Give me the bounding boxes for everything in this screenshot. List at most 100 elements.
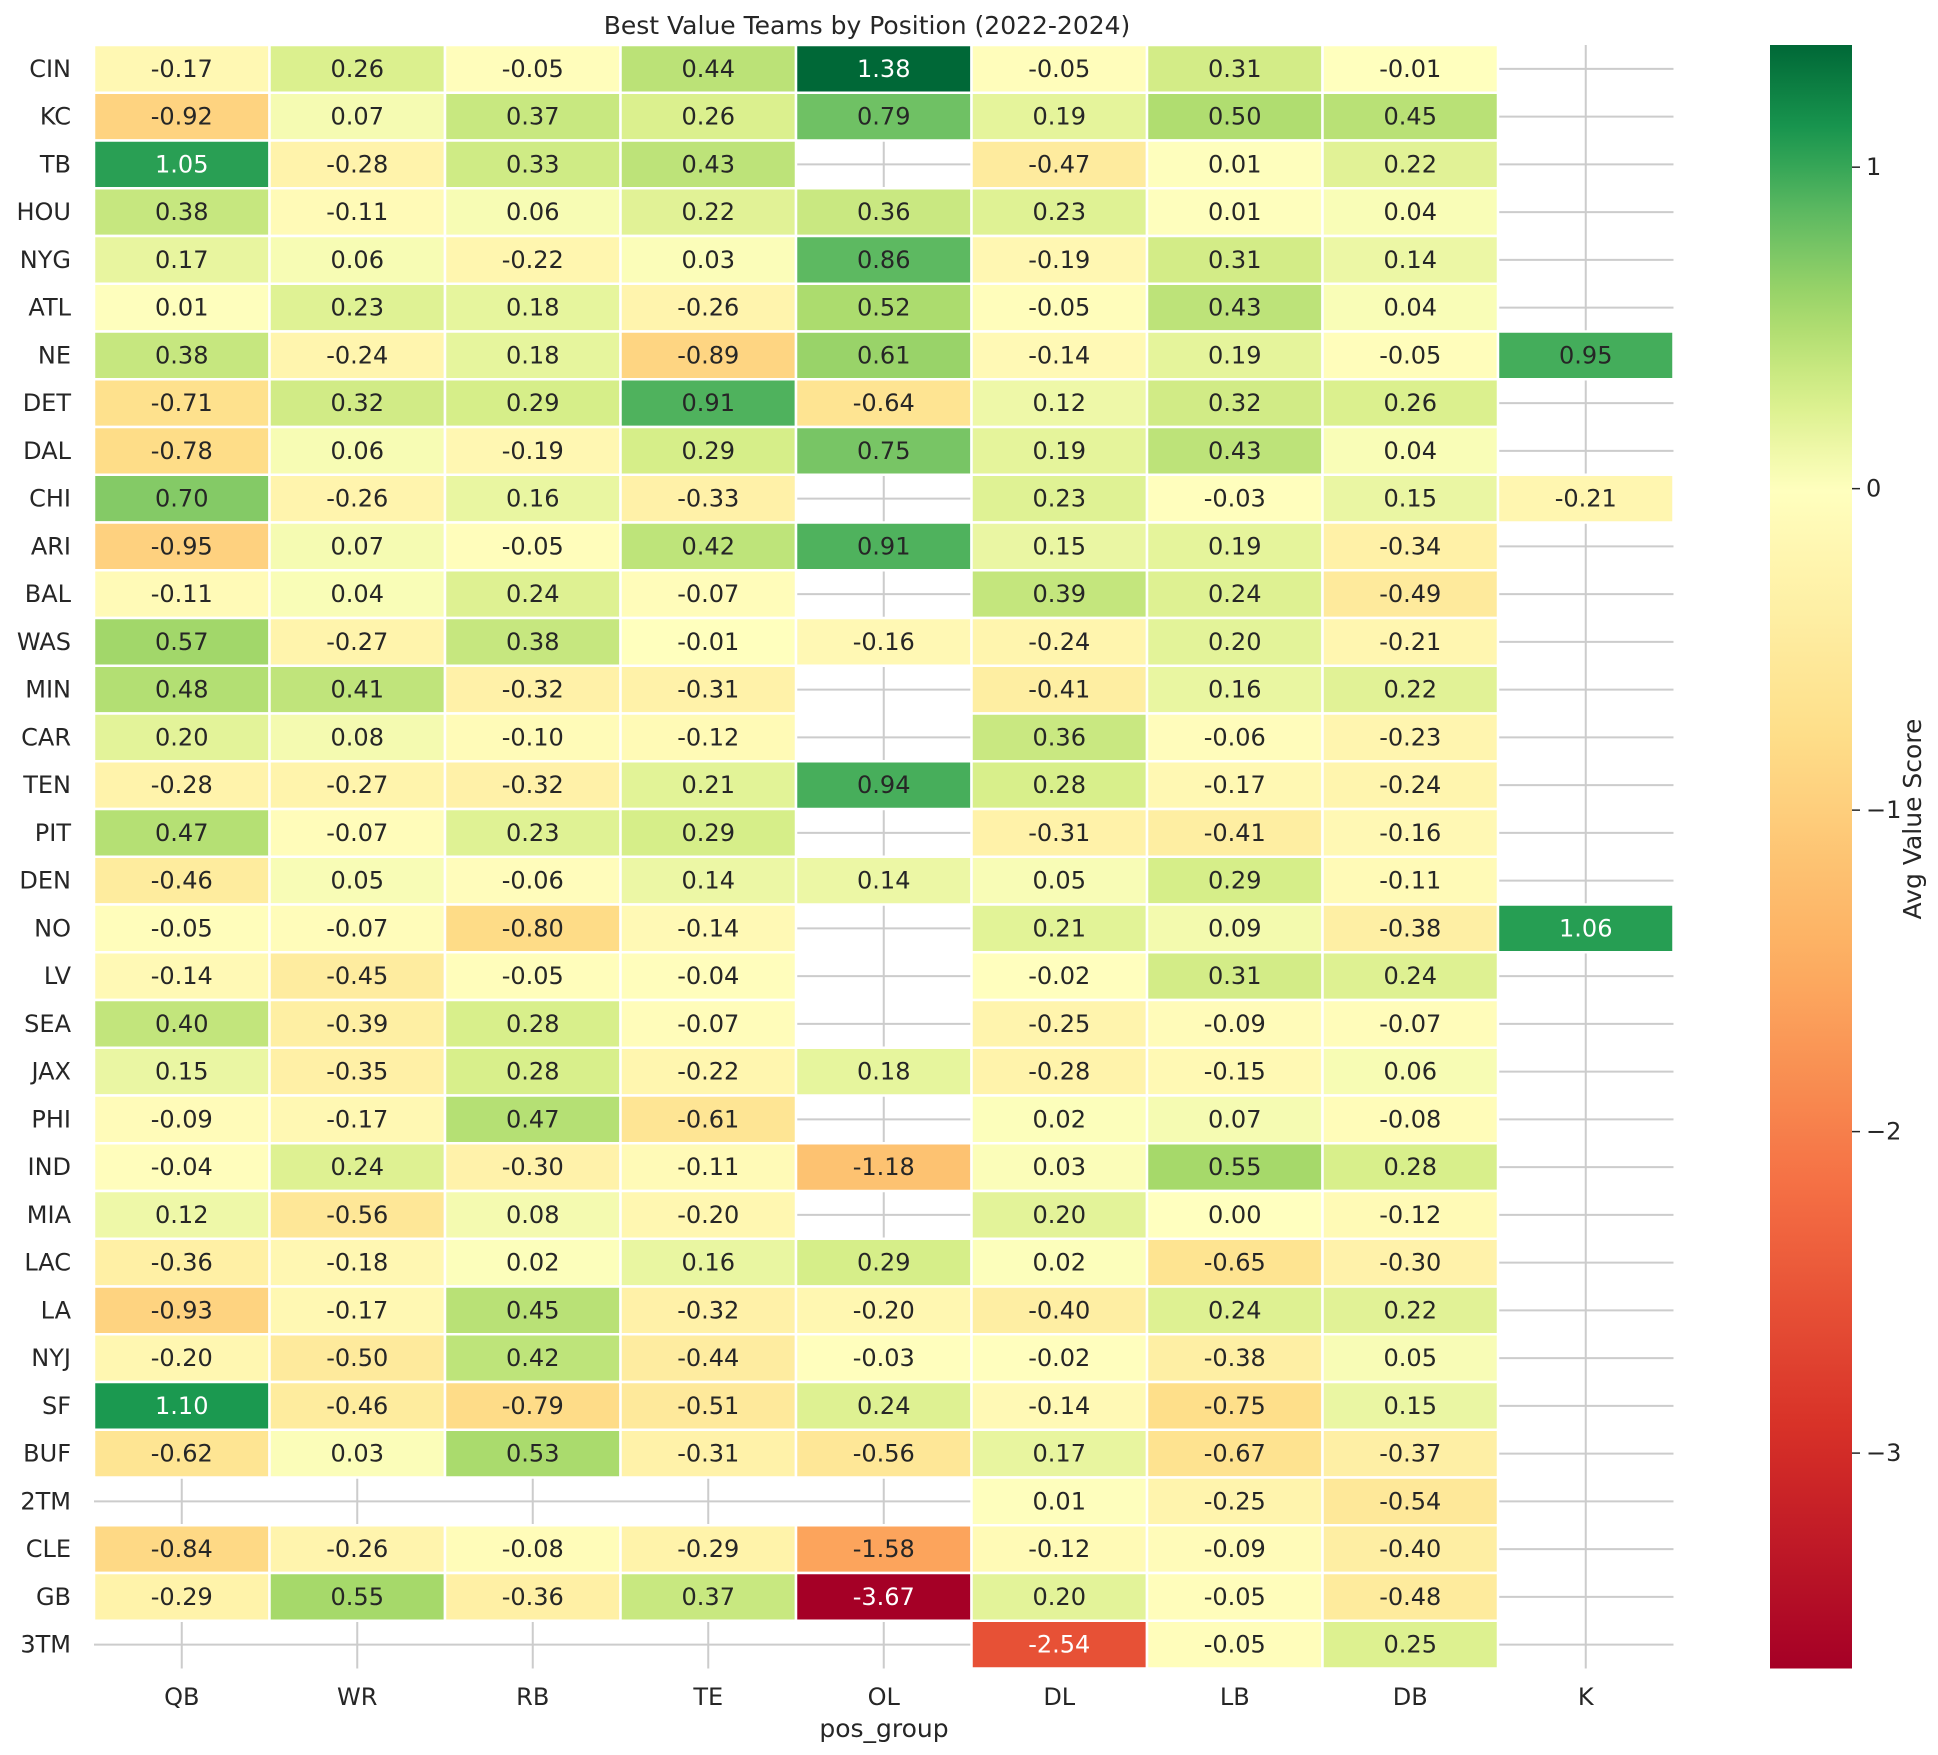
cell-value-label: -1.18 xyxy=(853,1153,915,1181)
cell-value-label: 0.15 xyxy=(1033,532,1086,560)
cell-value-label: 0.55 xyxy=(331,1583,384,1611)
heatmap-cell xyxy=(619,855,798,906)
cell-value-label: -0.71 xyxy=(151,389,213,417)
heatmap-cell xyxy=(268,1046,447,1097)
heatmap-cell xyxy=(970,1476,1149,1527)
cell-value-label: 0.01 xyxy=(1208,150,1261,178)
cell-value-label: 0.19 xyxy=(1033,437,1086,465)
cell-value-label: 0.16 xyxy=(506,485,559,513)
cell-value-label: -0.38 xyxy=(1204,1344,1266,1372)
cell-value-label: 0.23 xyxy=(1033,485,1086,513)
cell-value-label: 0.14 xyxy=(682,867,735,895)
heatmap-cell xyxy=(619,664,798,715)
y-tick-label: JAX xyxy=(29,1058,71,1086)
heatmap-cell xyxy=(92,43,271,94)
y-tick-label: LA xyxy=(41,1296,72,1324)
cell-value-label: -0.29 xyxy=(151,1583,213,1611)
cell-labels: -0.17 0.26 -0.05 0.44 1.38 -0.05 0.31 -0.01 -0.9… xyxy=(151,55,1617,1659)
cell-value-label: -2.54 xyxy=(1028,1631,1090,1659)
cell-value-label: -0.46 xyxy=(326,1392,388,1420)
colorbar-tick-label: −2 xyxy=(1866,1118,1901,1146)
cell-value-label: -0.48 xyxy=(1379,1583,1441,1611)
cell-value-label: -0.05 xyxy=(1204,1583,1266,1611)
heatmap-cell xyxy=(1145,1285,1324,1336)
cell-value-label: -0.84 xyxy=(151,1535,213,1563)
heatmap-cell xyxy=(619,521,798,572)
cell-value-label: 0.03 xyxy=(1033,1153,1086,1181)
cell-value-label: 0.23 xyxy=(331,294,384,322)
heatmap-cell xyxy=(1145,234,1324,285)
cell-value-label: 0.29 xyxy=(682,819,735,847)
heatmap-cell xyxy=(1321,91,1500,142)
cell-value-label: -0.37 xyxy=(1379,1440,1441,1468)
cell-value-label: -0.02 xyxy=(1028,962,1090,990)
cell-value-label: -0.35 xyxy=(326,1058,388,1086)
cell-value-label: -0.26 xyxy=(677,294,739,322)
cell-value-label: -0.02 xyxy=(1028,1344,1090,1372)
cell-value-label: 0.15 xyxy=(1384,1392,1437,1420)
cell-value-label: -0.18 xyxy=(326,1249,388,1277)
cell-value-label: -0.95 xyxy=(151,532,213,560)
cell-value-label: -0.10 xyxy=(502,723,564,751)
heatmap-cell xyxy=(619,1428,798,1479)
cell-value-label: 0.05 xyxy=(1033,867,1086,895)
cell-value-label: 0.43 xyxy=(682,150,735,178)
cell-value-label: -0.05 xyxy=(1028,55,1090,83)
heatmap-cell xyxy=(1321,616,1500,667)
heatmap-cell xyxy=(794,187,973,238)
cell-value-label: 0.91 xyxy=(857,532,910,560)
heatmap-cell xyxy=(794,521,973,572)
heatmap-cell xyxy=(1145,91,1324,142)
cell-value-label: 0.28 xyxy=(1033,771,1086,799)
x-axis-label: pos_group xyxy=(819,1714,948,1743)
y-tick-label: SF xyxy=(42,1392,71,1420)
heatmap-cell xyxy=(443,616,622,667)
heatmap-cell xyxy=(1321,903,1500,954)
cell-value-label: -0.30 xyxy=(1379,1249,1441,1277)
heatmap-cell xyxy=(1321,760,1500,811)
cell-value-label: 0.40 xyxy=(155,1010,208,1038)
cell-value-label: -0.01 xyxy=(1379,55,1441,83)
cell-value-label: 0.29 xyxy=(1208,867,1261,895)
cell-value-label: -0.27 xyxy=(326,628,388,656)
heatmap-cell xyxy=(92,1142,271,1193)
cell-value-label: -0.01 xyxy=(677,628,739,656)
cell-value-label: -0.50 xyxy=(326,1344,388,1372)
y-tick-label: 2TM xyxy=(20,1487,71,1515)
cell-value-label: 0.04 xyxy=(1384,294,1437,322)
y-tick-label: NO xyxy=(34,914,71,942)
cell-value-label: 0.04 xyxy=(1384,198,1437,226)
heatmap-cell xyxy=(1321,664,1500,715)
cell-value-label: -0.09 xyxy=(151,1105,213,1133)
heatmap-cell xyxy=(443,951,622,1002)
heatmap-cell xyxy=(619,903,798,954)
heatmap-cell xyxy=(1321,1189,1500,1240)
cell-value-label: 0.24 xyxy=(1208,1296,1261,1324)
cell-value-label: -0.12 xyxy=(1379,1201,1441,1229)
cell-value-label: 0.94 xyxy=(857,771,910,799)
cell-value-label: 0.08 xyxy=(506,1201,559,1229)
cell-value-label: 0.24 xyxy=(506,580,559,608)
cell-value-label: -0.17 xyxy=(151,55,213,83)
heatmap-cell xyxy=(268,521,447,572)
x-tick-label: QB xyxy=(164,1683,199,1711)
cell-value-label: -0.19 xyxy=(502,437,564,465)
cell-value-label: 0.48 xyxy=(155,676,208,704)
heatmap-cell xyxy=(794,1380,973,1431)
cell-value-label: 0.32 xyxy=(1208,389,1261,417)
cell-value-label: -0.11 xyxy=(151,580,213,608)
heatmap-cell xyxy=(443,760,622,811)
cell-value-label: 0.03 xyxy=(331,1440,384,1468)
cell-value-label: 0.31 xyxy=(1208,55,1261,83)
cell-value-label: -0.09 xyxy=(1204,1010,1266,1038)
heatmap-cell xyxy=(443,855,622,906)
cell-value-label: 0.01 xyxy=(1033,1487,1086,1515)
cell-value-label: -0.51 xyxy=(677,1392,739,1420)
heatmap-cell xyxy=(970,616,1149,667)
heatmap-cell xyxy=(443,998,622,1049)
cell-value-label: -0.31 xyxy=(677,676,739,704)
heatmap-cell xyxy=(268,330,447,381)
heatmap-cell xyxy=(794,425,973,476)
cell-value-label: -0.08 xyxy=(502,1535,564,1563)
y-tick-label: CAR xyxy=(21,723,71,751)
